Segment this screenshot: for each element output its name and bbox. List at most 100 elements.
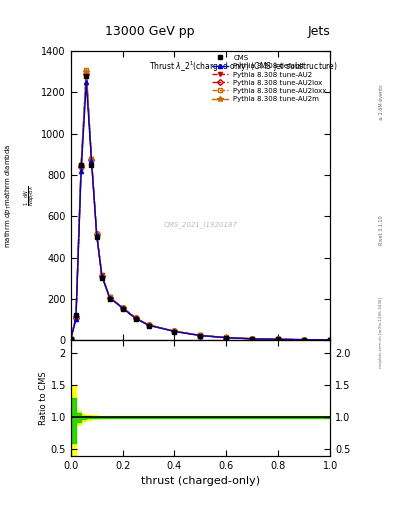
CMS [276, 336, 281, 343]
CMS [94, 234, 99, 240]
Pythia 8.308 default [133, 315, 138, 322]
Pythia 8.308 tune-AU2lox [120, 305, 125, 311]
Legend: CMS, Pythia 8.308 default, Pythia 8.308 tune-AU2, Pythia 8.308 tune-AU2lox, Pyth: CMS, Pythia 8.308 default, Pythia 8.308 … [211, 53, 328, 103]
Pythia 8.308 default [120, 305, 125, 311]
Pythia 8.308 tune-AU2 [250, 335, 255, 342]
CMS [84, 73, 89, 79]
Pythia 8.308 tune-AU2m [94, 231, 99, 238]
Pythia 8.308 default [198, 332, 203, 338]
Pythia 8.308 tune-AU2lox [172, 328, 177, 334]
Pythia 8.308 default [99, 273, 104, 279]
Pythia 8.308 tune-AU2loxx [99, 272, 104, 279]
CMS [89, 162, 94, 168]
CMS [302, 336, 307, 343]
Text: mcplots.cern.ch [arXiv:1306.3436]: mcplots.cern.ch [arXiv:1306.3436] [379, 297, 383, 368]
Pythia 8.308 tune-AU2lox [68, 336, 73, 342]
Line: Pythia 8.308 default: Pythia 8.308 default [69, 80, 332, 342]
Text: CMS_2021_I1920187: CMS_2021_I1920187 [163, 221, 237, 228]
Pythia 8.308 tune-AU2 [120, 305, 125, 311]
Pythia 8.308 tune-AU2 [328, 337, 332, 343]
Pythia 8.308 tune-AU2loxx [172, 328, 177, 334]
Pythia 8.308 tune-AU2 [73, 315, 78, 322]
Pythia 8.308 tune-AU2m [99, 273, 104, 279]
CMS [107, 296, 112, 302]
CMS [68, 336, 73, 342]
Y-axis label: Ratio to CMS: Ratio to CMS [39, 371, 48, 425]
Pythia 8.308 tune-AU2lox [250, 336, 255, 342]
Text: Thrust $\lambda\_2^1$(charged only) (CMS jet substructure): Thrust $\lambda\_2^1$(charged only) (CMS… [149, 60, 338, 74]
Pythia 8.308 default [73, 316, 78, 323]
Pythia 8.308 tune-AU2lox [146, 322, 151, 328]
Pythia 8.308 tune-AU2m [276, 336, 281, 343]
Pythia 8.308 default [276, 336, 281, 343]
Pythia 8.308 tune-AU2 [68, 336, 73, 342]
Pythia 8.308 tune-AU2m [84, 69, 89, 75]
Text: ≥ 2.6M events: ≥ 2.6M events [379, 84, 384, 120]
Pythia 8.308 tune-AU2lox [133, 315, 138, 322]
CMS [99, 275, 104, 281]
Pythia 8.308 tune-AU2lox [89, 157, 94, 163]
Pythia 8.308 tune-AU2loxx [94, 231, 99, 238]
Pythia 8.308 tune-AU2lox [94, 231, 99, 238]
Pythia 8.308 tune-AU2m [107, 295, 112, 301]
Pythia 8.308 tune-AU2loxx [107, 294, 112, 301]
Pythia 8.308 tune-AU2lox [107, 294, 112, 301]
Pythia 8.308 tune-AU2lox [276, 336, 281, 343]
Pythia 8.308 tune-AU2m [328, 337, 332, 343]
Pythia 8.308 tune-AU2 [198, 332, 203, 338]
Pythia 8.308 tune-AU2 [89, 156, 94, 162]
Pythia 8.308 tune-AU2lox [224, 334, 229, 340]
Pythia 8.308 tune-AU2 [99, 272, 104, 278]
Pythia 8.308 default [328, 337, 332, 343]
Pythia 8.308 tune-AU2 [146, 322, 151, 328]
Line: Pythia 8.308 tune-AU2loxx: Pythia 8.308 tune-AU2loxx [69, 68, 332, 342]
Pythia 8.308 tune-AU2m [146, 322, 151, 328]
CMS [224, 335, 229, 341]
Pythia 8.308 default [79, 168, 83, 174]
CMS [73, 312, 78, 318]
Pythia 8.308 default [250, 336, 255, 342]
Pythia 8.308 tune-AU2 [84, 73, 89, 79]
Pythia 8.308 default [302, 336, 307, 343]
Pythia 8.308 tune-AU2loxx [89, 156, 94, 162]
Pythia 8.308 tune-AU2lox [73, 315, 78, 321]
Line: Pythia 8.308 tune-AU2: Pythia 8.308 tune-AU2 [69, 74, 332, 342]
Pythia 8.308 tune-AU2m [172, 328, 177, 334]
Pythia 8.308 tune-AU2 [302, 336, 307, 343]
Line: Pythia 8.308 tune-AU2lox: Pythia 8.308 tune-AU2lox [69, 72, 332, 342]
Text: Jets: Jets [307, 26, 330, 38]
Pythia 8.308 tune-AU2lox [302, 336, 307, 343]
Pythia 8.308 tune-AU2m [133, 315, 138, 322]
Pythia 8.308 tune-AU2loxx [120, 305, 125, 311]
Pythia 8.308 tune-AU2loxx [146, 322, 151, 328]
Pythia 8.308 tune-AU2lox [79, 164, 83, 170]
Pythia 8.308 tune-AU2 [276, 336, 281, 343]
Pythia 8.308 tune-AU2lox [84, 71, 89, 77]
X-axis label: thrust (charged-only): thrust (charged-only) [141, 476, 260, 486]
CMS [120, 306, 125, 312]
Pythia 8.308 tune-AU2m [89, 157, 94, 163]
Pythia 8.308 default [94, 232, 99, 238]
Pythia 8.308 tune-AU2 [79, 166, 83, 172]
Pythia 8.308 tune-AU2lox [198, 332, 203, 338]
Pythia 8.308 default [146, 322, 151, 328]
Pythia 8.308 default [84, 79, 89, 85]
Pythia 8.308 tune-AU2 [94, 231, 99, 237]
Pythia 8.308 tune-AU2loxx [68, 336, 73, 342]
CMS [198, 333, 203, 339]
Pythia 8.308 default [224, 334, 229, 340]
Pythia 8.308 tune-AU2 [172, 328, 177, 334]
Pythia 8.308 tune-AU2m [302, 336, 307, 343]
CMS [328, 337, 332, 343]
CMS [79, 162, 83, 168]
Pythia 8.308 default [89, 158, 94, 164]
Pythia 8.308 tune-AU2loxx [302, 336, 307, 343]
CMS [250, 336, 255, 342]
Text: Rivet 3.1.10: Rivet 3.1.10 [379, 216, 384, 245]
Pythia 8.308 tune-AU2m [250, 336, 255, 342]
Pythia 8.308 tune-AU2lox [99, 273, 104, 279]
Pythia 8.308 tune-AU2m [224, 334, 229, 340]
CMS [172, 329, 177, 335]
Line: Pythia 8.308 tune-AU2m: Pythia 8.308 tune-AU2m [68, 69, 333, 343]
Pythia 8.308 tune-AU2 [133, 315, 138, 321]
